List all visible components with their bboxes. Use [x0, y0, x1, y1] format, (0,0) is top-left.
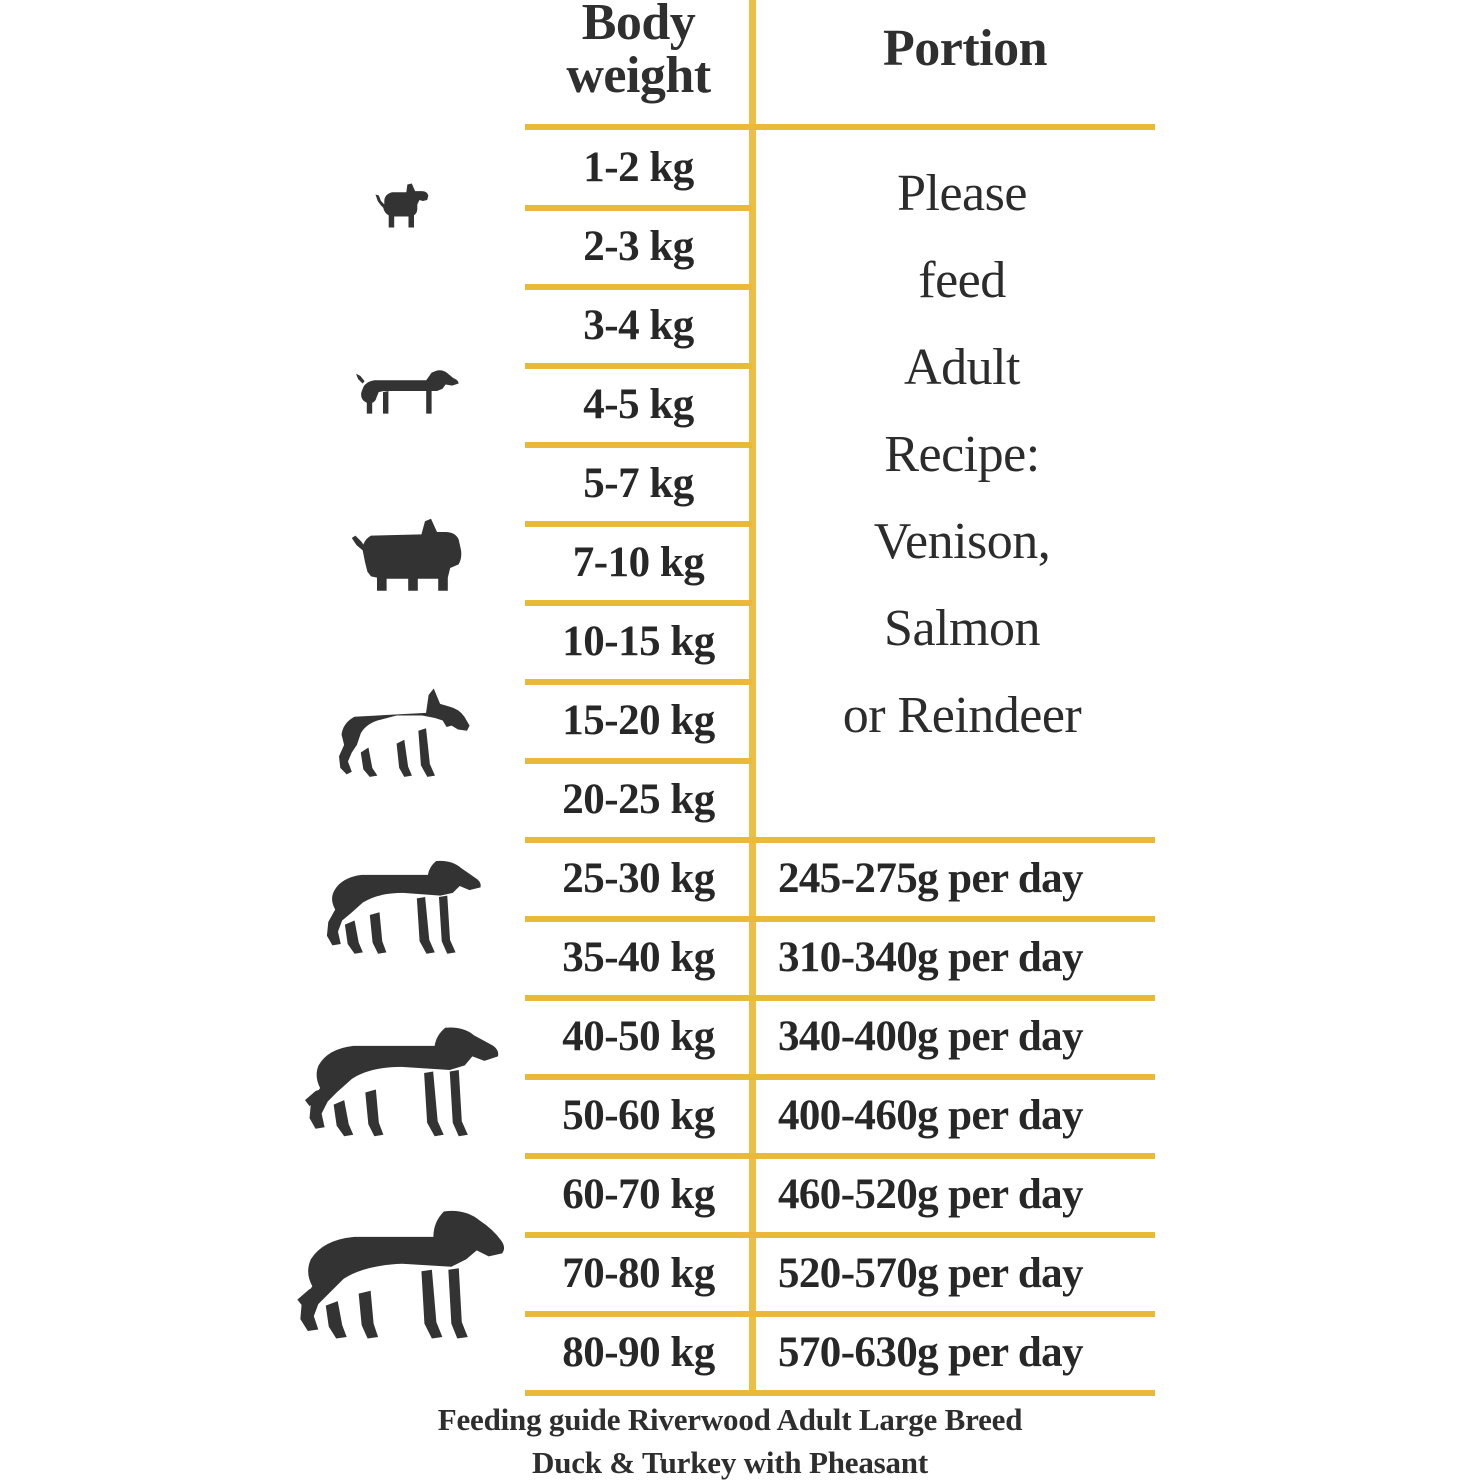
table-cell-weight: 70-80 kg — [562, 1250, 715, 1297]
note-line-3: Adult — [904, 339, 1020, 396]
note-line-4: Recipe: — [884, 426, 1040, 483]
table-cell-portion: 570-630g per day — [778, 1329, 1084, 1376]
footer-caption: Feeding guide Riverwood Adult Large Bree… — [330, 1398, 1130, 1484]
row-divider — [525, 758, 752, 764]
table-cell-weight: 5-7 kg — [583, 460, 694, 507]
table-cell-portion: 400-460g per day — [778, 1092, 1084, 1139]
row-divider — [525, 363, 752, 369]
note-line-2: feed — [918, 252, 1006, 309]
table-cell-weight: 3-4 kg — [583, 302, 694, 349]
row-divider — [525, 679, 752, 685]
dog-german-shepherd-icon — [332, 686, 474, 782]
row-divider — [525, 600, 752, 606]
table-cell-weight: 40-50 kg — [562, 1013, 715, 1060]
table-cell-weight: 10-15 kg — [562, 618, 715, 665]
column-divider-vertical — [749, 0, 756, 1392]
row-divider-full — [525, 1074, 1155, 1080]
dog-retriever-icon — [320, 853, 486, 959]
dog-chihuahua-icon — [370, 175, 436, 237]
note-line-7: or Reindeer — [842, 687, 1082, 744]
row-divider-full — [525, 1232, 1155, 1238]
row-divider-full — [525, 837, 1155, 843]
note-line-6: Salmon — [884, 600, 1040, 657]
header-underline — [525, 124, 1155, 130]
row-divider-full — [525, 1153, 1155, 1159]
row-divider-full — [525, 916, 1155, 922]
table-bottom-border — [525, 1390, 1155, 1396]
table-cell-portion: 520-570g per day — [778, 1250, 1084, 1297]
header-body-weight-line1: Body — [581, 0, 696, 51]
note-line-5: Venison, — [873, 513, 1051, 570]
row-divider-full — [525, 995, 1155, 1001]
table-cell-weight: 80-90 kg — [562, 1329, 715, 1376]
table-cell-weight: 2-3 kg — [583, 223, 694, 270]
column-header-portion: Portion — [882, 20, 1048, 78]
row-divider — [525, 284, 752, 290]
table-cell-portion: 460-520g per day — [778, 1171, 1084, 1218]
table-cell-weight: 7-10 kg — [572, 539, 705, 586]
column-header-body-weight: Body weight — [525, 0, 752, 112]
table-cell-weight: 50-60 kg — [562, 1092, 715, 1139]
table-cell-portion: 310-340g per day — [778, 934, 1084, 981]
row-divider — [525, 521, 752, 527]
table-cell-weight: 60-70 kg — [562, 1171, 715, 1218]
table-cell-weight: 35-40 kg — [562, 934, 715, 981]
table-cell-portion: 245-275g per day — [778, 855, 1084, 902]
row-divider — [525, 205, 752, 211]
dog-scottish-terrier-icon — [346, 514, 468, 604]
row-divider — [525, 442, 752, 448]
merged-recipe-note: Please feed Adult Recipe: Venison, Salmo… — [762, 136, 1162, 826]
footer-line-2: Duck & Turkey with Pheasant — [532, 1445, 928, 1480]
row-divider-full — [525, 1311, 1155, 1317]
table-cell-weight: 4-5 kg — [583, 381, 694, 428]
table-cell-weight: 15-20 kg — [562, 697, 715, 744]
table-cell-weight: 25-30 kg — [562, 855, 715, 902]
table-cell-weight: 20-25 kg — [562, 776, 715, 823]
table-cell-weight: 1-2 kg — [583, 144, 694, 191]
note-line-1: Please — [897, 165, 1027, 222]
dog-dachshund-icon — [356, 364, 464, 418]
dog-labrador-icon — [305, 1020, 501, 1144]
dog-newfoundland-icon — [295, 1204, 509, 1346]
table-cell-portion: 340-400g per day — [778, 1013, 1084, 1060]
footer-line-1: Feeding guide Riverwood Adult Large Bree… — [437, 1402, 1023, 1437]
header-body-weight-line2: weight — [566, 47, 711, 104]
